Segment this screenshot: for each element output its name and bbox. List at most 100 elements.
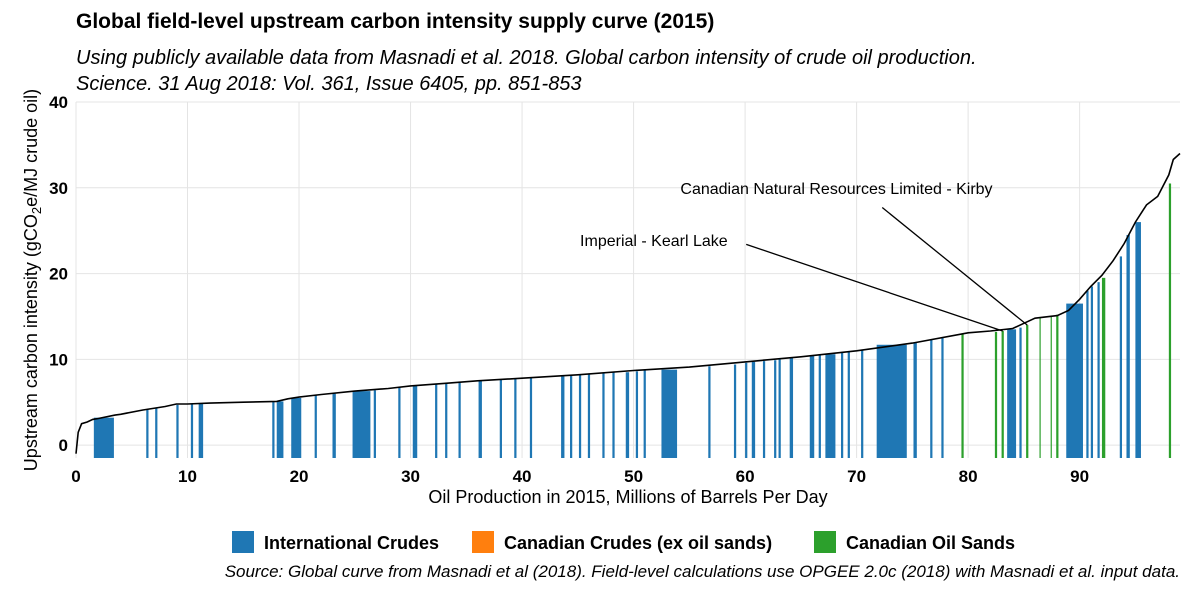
bar [445,383,448,458]
x-tick-label: 0 [71,467,80,486]
chart-subtitle-line-1: Using publicly available data from Masna… [76,47,977,69]
annotation-label: Canadian Natural Resources Limited - Kir… [680,181,992,198]
bar [93,417,114,458]
bar [602,373,605,458]
bar [146,409,149,458]
y-axis-label: Upstream carbon intensity (gCO2e/MJ crud… [21,89,44,471]
bar [1135,222,1141,458]
bar [1007,329,1017,458]
bar [332,393,336,458]
bar [994,331,998,458]
bar [941,337,944,458]
bar [1101,277,1106,458]
x-tick-label: 20 [290,467,309,486]
bar [1126,234,1130,458]
bar [1019,327,1022,458]
annotation-label: Imperial - Kearl Lake [580,233,728,250]
bar [373,390,376,458]
x-tick-label: 60 [736,467,755,486]
y-tick-label: 40 [49,93,68,112]
legend-swatch [232,531,254,553]
bar [314,395,317,458]
bar [1026,325,1029,458]
bar [155,408,158,458]
bar [587,373,591,458]
legend: International Crudes Canadian Crudes (ex … [232,531,1015,553]
bar [661,369,678,458]
bar [825,354,836,458]
y-tick-label: 0 [59,436,68,455]
annotation-leader-line [881,207,1028,326]
x-tick-label: 90 [1070,467,1089,486]
bar [1056,314,1059,458]
bar [561,376,565,458]
bar [809,355,815,458]
bar [861,349,864,458]
x-tick-label: 50 [624,467,643,486]
bar [961,333,964,458]
annotation-leader-line [745,243,1003,332]
bar [291,397,302,458]
bar [789,357,794,458]
grid-lines [75,101,1180,458]
bar [578,374,582,458]
x-tick-label: 30 [401,467,420,486]
legend-swatch [814,531,836,553]
supply-curve-line [75,152,1181,454]
y-tick-label: 10 [49,350,68,369]
bar [276,401,284,458]
x-axis-label: Oil Production in 2015, Millions of Barr… [428,487,827,507]
caption: Source: Global curve from Masnadi et al … [225,562,1180,581]
bar [514,378,517,458]
bar [176,404,179,458]
bar [733,364,737,458]
bar [778,359,781,458]
y-axis-ticks: 0 10 20 30 40 [49,93,68,455]
bar [1039,317,1041,458]
legend-label: Canadian Crudes (ex oil sands) [504,533,772,553]
bar [643,370,646,458]
bar [847,351,850,458]
bar [570,375,573,458]
chart-subtitle-line-2: Science. 31 Aug 2018: Vol. 361, Issue 64… [76,73,582,95]
bar [1168,183,1172,459]
bar [612,372,615,458]
bar [412,385,418,458]
bar [272,401,275,458]
bar [1086,290,1089,458]
y-tick-label: 30 [49,179,68,198]
x-tick-label: 80 [959,467,978,486]
bar [818,355,821,458]
bars [93,183,1172,459]
legend-label: International Crudes [264,533,439,553]
bar [1001,331,1004,458]
x-tick-label: 10 [178,467,197,486]
bar [635,371,639,458]
bar [840,352,844,458]
bar [913,342,917,458]
bar [458,382,461,458]
bar [751,361,756,458]
y-tick-label: 20 [49,265,68,284]
legend-swatch [472,531,494,553]
supply-curve [75,152,1181,454]
bar [1050,316,1052,458]
x-tick-label: 40 [513,467,532,486]
x-axis-ticks: 0 10 20 30 40 50 60 70 80 90 [71,467,1089,486]
bar [625,372,630,458]
bar [435,384,438,458]
bar [708,366,711,458]
bar [190,403,194,458]
bar [499,379,502,458]
bar [398,387,401,458]
legend-label: Canadian Oil Sands [846,533,1015,553]
bar [1090,286,1094,458]
bar [876,344,907,458]
bar [774,360,777,458]
bar [352,391,371,458]
x-tick-label: 70 [847,467,866,486]
bar [1119,256,1123,458]
bar [529,377,533,458]
bar [1097,282,1100,458]
